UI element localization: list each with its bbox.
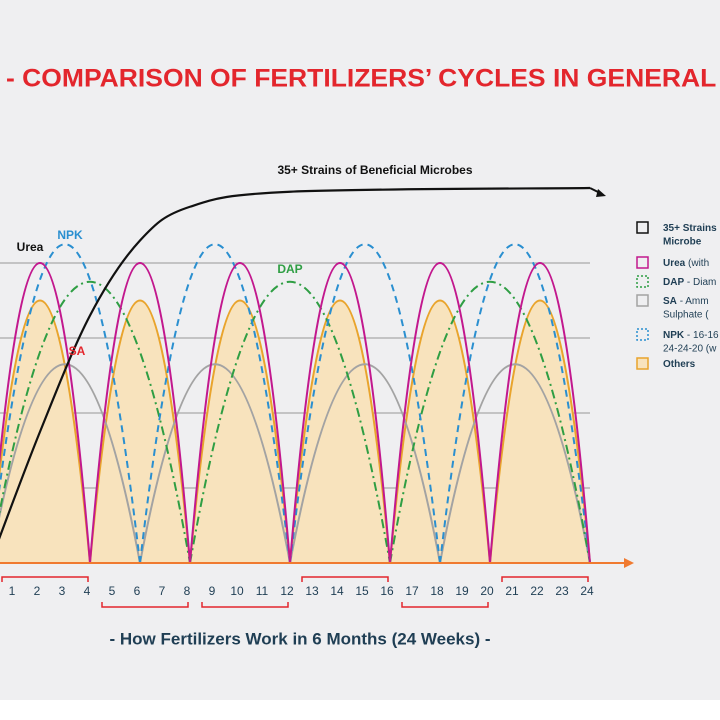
x-tick-label: 5 bbox=[109, 584, 116, 598]
x-tick-label: 24 bbox=[580, 584, 594, 598]
legend-swatch bbox=[636, 294, 649, 307]
x-tick-label: 23 bbox=[555, 584, 569, 598]
cycle-arch bbox=[439, 243, 591, 564]
cycle-arch bbox=[389, 281, 591, 564]
legend-swatch bbox=[636, 357, 649, 370]
x-tick-label: 14 bbox=[330, 584, 344, 598]
legend-swatch bbox=[636, 328, 649, 341]
legend-item: DAP - Diam bbox=[636, 275, 716, 288]
cycle-arch bbox=[89, 262, 191, 564]
cycle-arch bbox=[489, 299, 591, 564]
legend-swatch bbox=[636, 256, 649, 269]
x-tick-label: 8 bbox=[184, 584, 191, 598]
x-tick-label: 9 bbox=[209, 584, 216, 598]
cycle-arch bbox=[89, 299, 191, 564]
legend-text: DAP - Diam bbox=[663, 277, 716, 288]
cycle-arch bbox=[0, 281, 191, 564]
x-tick-label: 4 bbox=[84, 584, 91, 598]
cycle-arch bbox=[289, 262, 391, 564]
annotation: 35+ Strains of Beneficial Microbes bbox=[277, 163, 472, 177]
cycle-arch bbox=[189, 281, 391, 564]
legend-name: 35+ Strains bbox=[663, 223, 717, 234]
cycle-arch bbox=[289, 243, 441, 564]
series-label: NPK bbox=[57, 228, 83, 242]
x-tick-label: 13 bbox=[305, 584, 319, 598]
series-label: Urea bbox=[17, 240, 44, 254]
cycle-arch bbox=[389, 262, 491, 564]
week-bracket bbox=[201, 602, 289, 608]
x-tick-label: 6 bbox=[134, 584, 141, 598]
legend-desc: - Amm bbox=[680, 296, 709, 307]
series-label: DAP bbox=[277, 262, 302, 276]
cycle-arch bbox=[0, 299, 91, 564]
legend-name: NPK bbox=[663, 330, 685, 341]
chart-title: - COMPARISON OF FERTILIZERS’ CYCLES IN G… bbox=[6, 65, 720, 93]
legend-item: SA - Amm Sulphate ( bbox=[636, 294, 709, 321]
legend-desc: - Diam bbox=[687, 277, 716, 288]
legend-name: Others bbox=[663, 359, 696, 370]
week-bracket bbox=[401, 602, 489, 608]
x-tick-label: 16 bbox=[380, 584, 394, 598]
cycle-arch bbox=[139, 243, 291, 564]
legend-line: 24-24-20 (w bbox=[663, 344, 717, 355]
cycle-arch bbox=[189, 299, 291, 564]
x-tick-label: 1 bbox=[9, 584, 16, 598]
cycle-arch bbox=[189, 262, 291, 564]
cycle-arch bbox=[289, 363, 441, 564]
x-tick-label: 2 bbox=[34, 584, 41, 598]
legend-item: Urea (with bbox=[636, 256, 709, 269]
cycle-arch bbox=[439, 363, 591, 564]
x-tick-label: 10 bbox=[230, 584, 244, 598]
x-tick-label: 11 bbox=[256, 584, 269, 598]
cycle-arch bbox=[139, 363, 291, 564]
legend-name: SA bbox=[663, 296, 677, 307]
x-tick-label: 15 bbox=[355, 584, 369, 598]
legend-swatch bbox=[636, 275, 649, 288]
cycle-arch bbox=[389, 299, 491, 564]
legend-text: 35+ Strains bbox=[663, 223, 717, 234]
legend-text: Others bbox=[663, 359, 696, 370]
x-tick-label: 20 bbox=[480, 584, 494, 598]
legend-item: 35+ Strains Microbe bbox=[636, 221, 717, 248]
legend-text: NPK - 16-16 bbox=[663, 330, 719, 341]
x-tick-label: 3 bbox=[59, 584, 66, 598]
x-tick-label: 18 bbox=[430, 584, 444, 598]
legend-swatch bbox=[636, 221, 649, 234]
x-axis-title: - How Fertilizers Work in 6 Months (24 W… bbox=[110, 629, 491, 648]
cycle-arch bbox=[489, 262, 591, 564]
legend-text: Urea (with bbox=[663, 258, 709, 269]
legend-name: Urea bbox=[663, 258, 686, 269]
cycle-arch bbox=[0, 262, 91, 564]
legend-line: Microbe bbox=[663, 237, 702, 248]
cycle-arch bbox=[289, 299, 391, 564]
microbe-arrow-head bbox=[596, 189, 606, 197]
x-tick-label: 22 bbox=[530, 584, 544, 598]
x-tick-label: 19 bbox=[455, 584, 469, 598]
week-bracket bbox=[1, 576, 89, 582]
legend-item: NPK - 16-16 24-24-20 (w bbox=[636, 328, 719, 355]
legend-name: DAP bbox=[663, 277, 684, 288]
x-tick-label: 21 bbox=[505, 584, 519, 598]
legend-desc: - 16-16 bbox=[687, 330, 719, 341]
x-axis-arrow bbox=[624, 558, 634, 568]
cycle-arch bbox=[0, 243, 141, 564]
x-tick-label: 12 bbox=[280, 584, 294, 598]
x-tick-label: 17 bbox=[405, 584, 419, 598]
week-bracket bbox=[501, 576, 589, 582]
legend-text: SA - Amm bbox=[663, 296, 709, 307]
series-label: SA bbox=[69, 344, 86, 358]
microbe-line bbox=[0, 186, 591, 540]
legend-desc: (with bbox=[688, 258, 709, 269]
legend-line: Sulphate ( bbox=[663, 310, 709, 321]
week-bracket bbox=[101, 602, 189, 608]
week-bracket bbox=[301, 576, 389, 582]
legend-item: Others bbox=[636, 357, 696, 370]
cycle-arch bbox=[0, 363, 141, 564]
x-tick-label: 7 bbox=[159, 584, 166, 598]
